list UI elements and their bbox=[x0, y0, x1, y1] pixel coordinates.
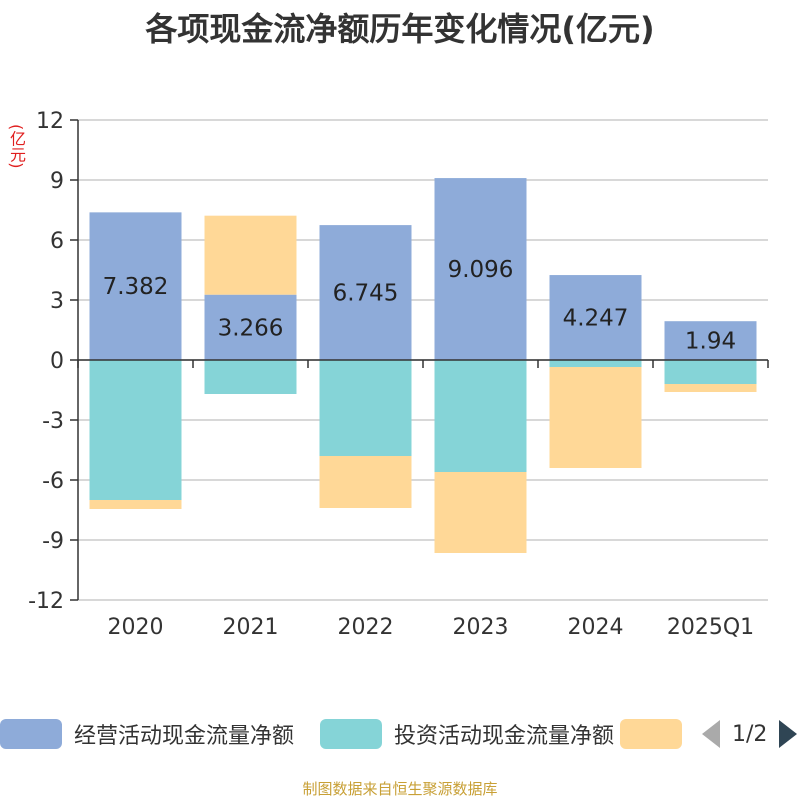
legend-item-financing[interactable] bbox=[620, 716, 682, 752]
grid-lines bbox=[78, 119, 768, 601]
chart-title: 各项现金流净额历年变化情况(亿元) bbox=[145, 10, 655, 48]
data-label-2021: 3.266 bbox=[218, 315, 284, 341]
legend-item-investing[interactable]: 投资活动现金流量净额 bbox=[320, 716, 614, 752]
bars bbox=[89, 178, 757, 553]
y-tick-label: -3 bbox=[42, 409, 64, 434]
data-source-note: 制图数据来自恒生聚源数据库 bbox=[302, 780, 498, 798]
bar-series2-2025q1 bbox=[664, 360, 757, 384]
chart-plot: 7.382 3.266 6.745 9.096 4.247 1.94 12 9 6 3 0 -3 -6… bbox=[28, 109, 769, 640]
bar-series2-2024 bbox=[549, 360, 642, 367]
x-tick-label: 2024 bbox=[568, 615, 624, 640]
data-label-2024: 4.247 bbox=[563, 306, 629, 332]
legend-swatch-financing bbox=[620, 719, 682, 749]
legend-swatch-investing bbox=[320, 719, 382, 749]
y-tick-label: -12 bbox=[28, 589, 64, 614]
bar-series2-2023 bbox=[434, 360, 527, 472]
x-tick-label: 2023 bbox=[453, 615, 509, 640]
next-page-icon[interactable] bbox=[779, 720, 798, 748]
axes: 12 9 6 3 0 -3 -6 -9 -12 2020 2021 2022 2023 2024 2025Q… bbox=[28, 109, 769, 640]
y-tick-label: 6 bbox=[50, 229, 64, 254]
data-label-2023: 9.096 bbox=[448, 257, 514, 283]
legend-item-operating[interactable]: 经营活动现金流量净额 bbox=[0, 716, 294, 752]
data-label-2022: 6.745 bbox=[333, 281, 399, 307]
bar-series1-2025q1 bbox=[664, 321, 757, 360]
legend-pager: 1/2 bbox=[702, 716, 798, 752]
x-tick-label: 2021 bbox=[223, 615, 279, 640]
data-label-2020: 7.382 bbox=[103, 274, 169, 300]
legend: 经营活动现金流量净额 投资活动现金流量净额 1/2 bbox=[0, 716, 800, 756]
legend-swatch-operating bbox=[0, 719, 62, 749]
y-tick-label: 9 bbox=[50, 169, 64, 194]
bar-series1-2023 bbox=[434, 178, 527, 360]
x-tick-label: 2022 bbox=[338, 615, 394, 640]
x-tick-label: 2025Q1 bbox=[667, 615, 754, 640]
bar-series1-2021 bbox=[204, 294, 297, 360]
bar-series3-2025q1 bbox=[664, 384, 757, 392]
y-tick-label: 0 bbox=[50, 349, 64, 374]
y-tick-label: 12 bbox=[36, 109, 64, 134]
y-axis-unit: (亿元) bbox=[7, 124, 26, 169]
prev-page-icon[interactable] bbox=[702, 720, 720, 748]
x-tick-label: 2020 bbox=[108, 615, 164, 640]
bar-series2-2021 bbox=[204, 360, 297, 394]
y-tick-label: 3 bbox=[50, 289, 64, 314]
legend-label-operating: 经营活动现金流量净额 bbox=[74, 724, 295, 749]
bar-series3-2023 bbox=[434, 472, 527, 553]
data-labels: 7.382 3.266 6.745 9.096 4.247 1.94 bbox=[103, 257, 737, 355]
bar-series2-2022 bbox=[319, 360, 412, 456]
bar-series3-2024 bbox=[549, 367, 642, 468]
y-tick-label: -9 bbox=[42, 529, 64, 554]
bar-series3-2022 bbox=[319, 456, 412, 508]
legend-label-investing: 投资活动现金流量净额 bbox=[394, 724, 615, 749]
bar-series3-2020 bbox=[89, 500, 182, 509]
bar-series1-2020 bbox=[89, 212, 182, 360]
data-label-2025q1: 1.94 bbox=[685, 329, 736, 355]
bar-series1-2022 bbox=[319, 225, 412, 360]
bar-series2-2020 bbox=[89, 360, 182, 500]
legend-page-indicator: 1/2 bbox=[732, 721, 768, 747]
y-tick-label: -6 bbox=[42, 469, 64, 494]
bar-series3-2021 bbox=[204, 215, 297, 295]
bar-series1-2024 bbox=[549, 275, 642, 360]
